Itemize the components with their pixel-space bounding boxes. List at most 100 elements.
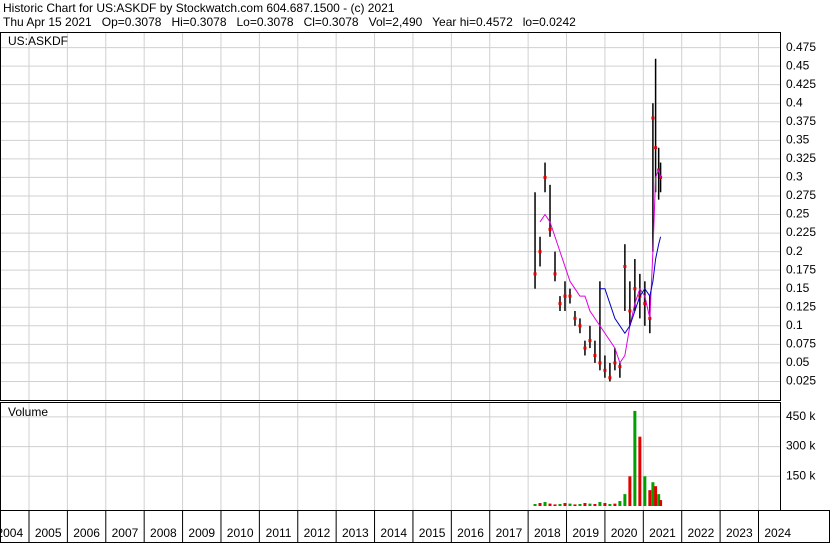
close-dot [588,339,592,343]
volume-bar [608,504,612,506]
x-tick-label: 2009 [188,526,215,540]
y-tick-label: 0.025 [786,374,816,388]
volume-bar [533,504,537,506]
y-tick-label: 0.05 [786,355,810,369]
y-tick-label: 0.35 [786,132,810,146]
volume-bar [623,494,627,506]
close-dot [553,272,557,276]
volume-bar [543,502,547,506]
volume-bar [603,503,607,506]
close-dot [593,353,597,357]
volume-bar [659,500,663,506]
close-dot [573,316,577,320]
x-tick-label: 2013 [342,526,369,540]
y-tick-label: 0.1 [786,318,803,332]
y-tick-label: 0.475 [786,40,816,54]
close-dot [598,361,602,365]
x-tick-label: 2012 [304,526,331,540]
y-tick-label: 0.075 [786,337,816,351]
close-dot [643,302,647,306]
y-tick-label: 0.225 [786,225,816,239]
volume-bar [593,504,597,506]
y-tick-label: 0.3 [786,170,803,184]
x-tick-label: 2005 [35,526,62,540]
moving-average [539,168,662,365]
y-tick-label: 450 k [786,409,816,423]
close-dot [538,250,542,254]
y-tick-label: 0.4 [786,95,803,109]
y-tick-label: 0.175 [786,262,816,276]
x-tick-label: 2011 [266,526,292,540]
close-dot [578,324,582,328]
x-tick-label: 2022 [688,526,715,540]
volume-bar [618,501,622,506]
volume-bar [638,436,642,506]
x-tick-label: 2016 [457,526,484,540]
close-dot [633,287,637,291]
x-tick-label: 2023 [726,526,753,540]
x-tick-label: 2015 [419,526,446,540]
volume-bar [648,490,652,506]
x-tick-label: 2004 [0,526,23,540]
close-dot [623,264,627,268]
x-tick-label: 2019 [572,526,599,540]
y-tick-label: 300 k [786,439,816,453]
x-tick-label: 2008 [150,526,177,540]
volume-bar [643,476,647,506]
x-tick-label: 2024 [764,526,791,540]
x-tick-label: 2006 [73,526,100,540]
y-tick-label: 0.275 [786,188,816,202]
volume-bar [553,504,557,506]
x-tick-label: 2014 [380,526,407,540]
header-quote: Thu Apr 15 2021 Op=0.3078 Hi=0.3078 Lo=0… [3,15,576,29]
y-tick-label: 0.25 [786,207,810,221]
volume-bar [613,503,617,506]
close-dot [603,368,607,372]
y-tick-label: 0.15 [786,281,810,295]
volume-bar [578,504,582,506]
volume-bar [573,504,577,506]
close-dot [613,361,617,365]
close-dot [543,175,547,179]
price-title: US:ASKDF [8,34,68,48]
volume-bar [563,503,567,506]
header-title: Historic Chart for US:ASKDF by Stockwatc… [3,1,395,15]
x-tick-label: 2007 [112,526,139,540]
x-tick-label: 2020 [611,526,638,540]
close-dot [608,376,612,380]
volume-bar [654,486,658,506]
close-dot [563,294,567,298]
y-tick-label: 0.325 [786,151,816,165]
price-frame [0,32,781,401]
volume-bar [538,503,542,506]
close-dot [548,227,552,231]
close-dot [583,346,587,350]
volume-bar [628,476,632,506]
y-tick-label: 0.125 [786,299,816,313]
close-dot [568,294,572,298]
volume-bar [588,503,592,506]
volume-bar [548,503,552,506]
close-dot [651,116,655,120]
x-tick-label: 2021 [649,526,676,540]
moving-average [599,236,662,335]
volume-title: Volume [8,405,48,419]
y-tick-label: 0.2 [786,244,803,258]
y-tick-label: 0.45 [786,58,810,72]
x-tick-label: 2010 [227,526,254,540]
close-dot [628,309,632,313]
close-dot [558,302,562,306]
volume-bar [583,503,587,506]
volume-bar [598,502,602,506]
y-tick-label: 150 k [786,468,816,482]
volume-bar [568,503,572,506]
volume-bar [633,410,637,506]
close-dot [654,146,658,150]
x-tick-label: 2017 [496,526,523,540]
y-tick-label: 0.375 [786,114,816,128]
volume-bar [558,504,562,506]
close-dot [533,272,537,276]
volume-frame [0,402,781,511]
